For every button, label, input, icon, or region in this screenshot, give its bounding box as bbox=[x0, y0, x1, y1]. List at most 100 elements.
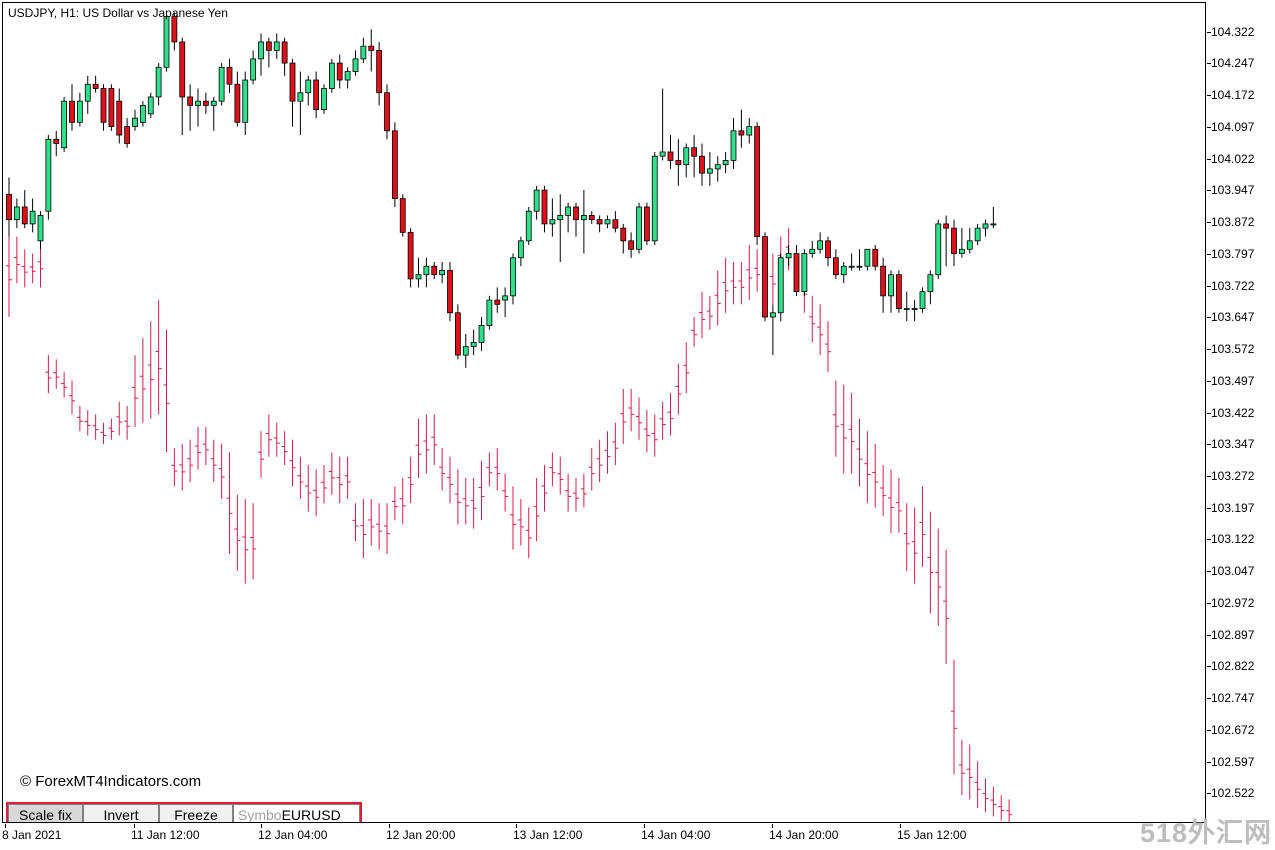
price-tick bbox=[1207, 63, 1211, 65]
price-tick bbox=[1207, 317, 1211, 319]
bull-candle bbox=[636, 206, 642, 250]
price-label: 104.247 bbox=[1211, 56, 1255, 71]
bear-candle bbox=[226, 66, 233, 85]
bull-candle bbox=[651, 155, 658, 242]
bear-candle bbox=[832, 257, 839, 276]
price-label: 103.272 bbox=[1211, 468, 1255, 483]
bull-candle bbox=[935, 223, 942, 276]
price-label: 102.597 bbox=[1211, 754, 1255, 769]
bear-candle bbox=[53, 138, 60, 144]
bear-candle bbox=[234, 83, 241, 123]
price-label: 103.947 bbox=[1211, 183, 1255, 198]
bear-candle bbox=[620, 227, 627, 242]
bull-candle bbox=[76, 100, 83, 123]
bull-candle bbox=[321, 88, 327, 111]
bear-candle bbox=[612, 219, 619, 229]
bear-candle bbox=[69, 100, 75, 123]
bear-candle bbox=[313, 79, 320, 111]
bear-candle bbox=[573, 206, 579, 221]
bear-candle bbox=[187, 96, 194, 106]
bull-candle bbox=[305, 79, 312, 94]
bear-candle bbox=[376, 49, 383, 94]
bull-candle bbox=[911, 308, 918, 310]
price-tick bbox=[1207, 475, 1211, 477]
price-label: 102.747 bbox=[1211, 691, 1255, 706]
price-tick bbox=[1207, 698, 1211, 700]
price-tick bbox=[1207, 222, 1211, 224]
bear-candle bbox=[431, 265, 438, 276]
price-tick bbox=[1207, 539, 1211, 541]
bull-candle bbox=[297, 92, 304, 102]
price-label: 102.522 bbox=[1211, 786, 1255, 801]
price-chart[interactable] bbox=[3, 3, 1206, 823]
time-tick bbox=[389, 824, 390, 828]
bull-candle bbox=[864, 248, 871, 267]
bull-candle bbox=[510, 257, 516, 297]
bull-candle bbox=[730, 130, 737, 161]
bull-candle bbox=[746, 126, 753, 136]
price-tick bbox=[1207, 349, 1211, 351]
price-tick bbox=[1207, 285, 1211, 287]
bull-candle bbox=[903, 308, 910, 310]
time-label: 13 Jan 12:00 bbox=[513, 828, 583, 842]
price-tick bbox=[1207, 507, 1211, 509]
bull-candle bbox=[218, 66, 225, 102]
scale-fix-button[interactable]: Scale fix bbox=[8, 804, 83, 822]
bull-candle bbox=[840, 265, 847, 276]
bull-candle bbox=[258, 41, 264, 60]
bull-candle bbox=[769, 312, 776, 318]
bull-candle bbox=[517, 240, 524, 259]
price-label: 103.347 bbox=[1211, 437, 1255, 452]
price-label: 104.172 bbox=[1211, 88, 1255, 103]
price-tick bbox=[1207, 571, 1211, 573]
bear-candle bbox=[384, 92, 390, 132]
bear-candle bbox=[336, 62, 343, 81]
bear-candle bbox=[281, 41, 288, 64]
bull-candle bbox=[974, 227, 981, 242]
bull-candle bbox=[423, 265, 430, 276]
bull-candle bbox=[344, 71, 351, 81]
bear-candle bbox=[541, 189, 548, 225]
price-tick bbox=[1207, 158, 1211, 160]
bear-candle bbox=[454, 312, 461, 356]
bull-candle bbox=[462, 346, 469, 356]
time-label: 11 Jan 12:00 bbox=[131, 828, 200, 842]
bear-candle bbox=[108, 88, 115, 127]
symbol-input[interactable]: Symbo EURUSD bbox=[233, 804, 360, 823]
bear-candle bbox=[667, 151, 674, 161]
bull-candle bbox=[352, 58, 359, 72]
bull-candle bbox=[155, 66, 162, 98]
time-label: 8 Jan 2021 bbox=[2, 828, 62, 842]
invert-button[interactable]: Invert bbox=[83, 804, 159, 822]
symbol-value[interactable]: EURUSD bbox=[281, 806, 341, 823]
bull-candle bbox=[45, 138, 52, 212]
bull-candle bbox=[683, 147, 690, 166]
chart-area[interactable]: USDJPY, H1: US Dollar vs Japanese Yen © … bbox=[2, 2, 1206, 823]
bear-candle bbox=[399, 198, 406, 233]
bull-candle bbox=[415, 274, 422, 280]
time-label: 12 Jan 20:00 bbox=[386, 828, 456, 842]
bull-candle bbox=[722, 160, 729, 166]
bull-candle bbox=[706, 168, 713, 174]
bear-candle bbox=[588, 215, 595, 221]
price-tick bbox=[1207, 602, 1211, 604]
bull-candle bbox=[809, 248, 816, 254]
time-tick bbox=[134, 824, 135, 828]
bull-candle bbox=[549, 219, 556, 225]
bull-candle bbox=[659, 151, 666, 157]
time-tick bbox=[644, 824, 645, 828]
bull-candle bbox=[777, 257, 784, 314]
price-label: 103.647 bbox=[1211, 310, 1255, 325]
bull-candle bbox=[195, 100, 201, 106]
bull-candle bbox=[580, 215, 587, 221]
bull-candle bbox=[273, 41, 280, 51]
time-label: 14 Jan 04:00 bbox=[641, 828, 711, 842]
bull-candle bbox=[714, 164, 721, 170]
bull-candle bbox=[533, 189, 540, 212]
bear-candle bbox=[793, 253, 800, 293]
bear-candle bbox=[124, 126, 131, 144]
freeze-button[interactable]: Freeze bbox=[159, 804, 233, 822]
time-tick bbox=[772, 824, 773, 828]
price-tick bbox=[1207, 380, 1211, 382]
price-label: 104.097 bbox=[1211, 119, 1255, 134]
